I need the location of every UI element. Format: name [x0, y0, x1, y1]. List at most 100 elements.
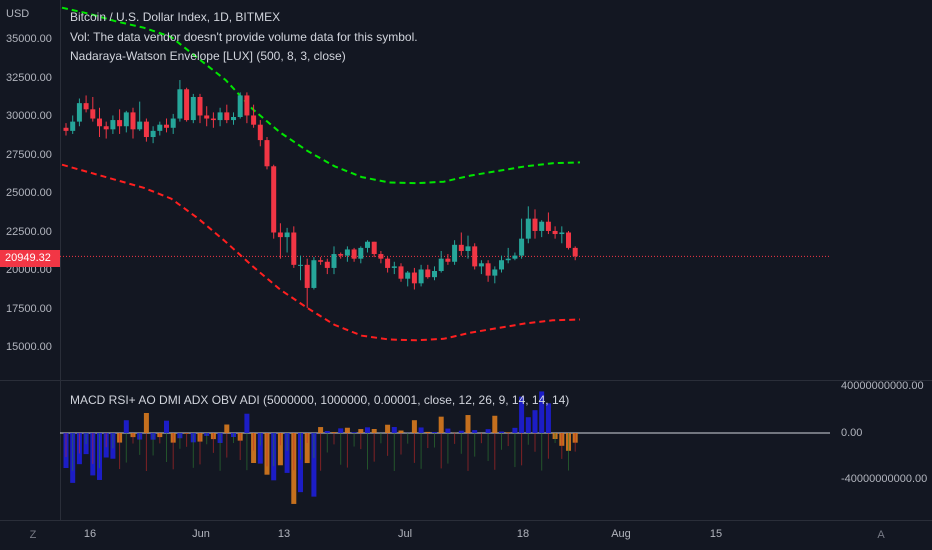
candle-body [572, 247, 578, 257]
candle-body [150, 130, 156, 138]
candle-body [358, 247, 364, 259]
time-axis-tick: 13 [277, 528, 291, 540]
indicator-histogram-bar [331, 432, 337, 433]
indicator-histogram-bar [358, 429, 364, 433]
indicator-histogram-bar [492, 415, 498, 433]
candle-body [545, 221, 551, 231]
indicator-histogram-bar [458, 430, 464, 433]
candle-body [244, 95, 250, 116]
candle-body [411, 272, 417, 284]
timezone-button[interactable]: Z [29, 529, 37, 541]
candle-body [170, 118, 176, 128]
candle-body [311, 260, 317, 288]
indicator-histogram-bar [525, 417, 531, 433]
candle-body [157, 124, 163, 131]
candle-body [539, 221, 545, 231]
candle-body [525, 218, 531, 239]
volume-legend[interactable]: Vol: The data vendor doesn't provide vol… [70, 30, 418, 44]
candle-body [499, 260, 504, 270]
candle-body [465, 246, 471, 251]
indicator-histogram-bar [284, 433, 290, 473]
candle-body [519, 238, 525, 256]
indicator-histogram-bar [499, 431, 504, 433]
indicator-histogram-bar [257, 433, 263, 464]
indicator-histogram-bar [351, 432, 357, 433]
time-axis-tick: 18 [516, 528, 530, 540]
candle-body [378, 254, 384, 259]
indicator-histogram-bar [425, 431, 431, 433]
candle-body [304, 264, 310, 288]
candle-body [559, 232, 565, 235]
pane-divider[interactable] [0, 380, 932, 381]
indicator-histogram-bar [465, 415, 471, 433]
indicator-histogram-bar [438, 416, 444, 433]
price-axis-tick: 17500.00 [6, 302, 52, 315]
candle-body [130, 112, 136, 130]
candle-body [123, 112, 129, 127]
time-axis-tick: Jul [397, 528, 413, 540]
last-price-badge: 20949.32 [0, 250, 60, 267]
candle-body [164, 124, 169, 128]
candle-body [76, 103, 82, 122]
candle-body [217, 112, 223, 121]
candle-body [210, 118, 216, 121]
candle-body [63, 127, 69, 131]
upper-envelope-line [61, 6, 581, 185]
candle-body [318, 260, 324, 262]
auto-scale-button[interactable]: A [877, 529, 885, 541]
indicator-histogram-bar [244, 413, 250, 433]
candle-body [405, 272, 411, 279]
price-axis-tick: 20000.00 [6, 264, 52, 276]
indicator-histogram-bar [298, 433, 303, 493]
candle-body [291, 232, 297, 265]
candle-body [391, 266, 397, 268]
candle-body [103, 126, 109, 130]
indicator-legend[interactable]: MACD RSI+ AO DMI ADX OBV ADI (5000000, 1… [70, 393, 570, 407]
candle-body [331, 254, 337, 268]
candle-body [231, 117, 236, 121]
candle-body [344, 249, 350, 256]
indicator-histogram-bar [418, 427, 424, 433]
indicator-histogram-bar [385, 424, 391, 433]
candle-body [492, 269, 498, 276]
candle-body [512, 255, 518, 259]
candle-body [425, 269, 431, 278]
candle-body [257, 124, 263, 141]
indicator-histogram-bar [539, 391, 545, 433]
candle-body [83, 103, 89, 110]
candle-body [478, 263, 484, 267]
indicator-histogram-bar [485, 429, 491, 433]
candle-body [177, 89, 183, 119]
indicator-histogram-bar [164, 420, 169, 433]
candle-body [532, 218, 538, 231]
indicator-histogram-bar [338, 428, 344, 433]
indicator-histogram-bar [532, 410, 538, 433]
indicator-histogram-bar [519, 396, 525, 433]
candle-body [190, 96, 196, 121]
candle-body [351, 249, 357, 259]
candle-body [445, 258, 451, 262]
candle-body [432, 271, 437, 278]
indicator-histogram-bar [472, 430, 478, 433]
indicator-histogram-bar [311, 433, 317, 497]
time-axis-tick: 16 [83, 528, 97, 540]
candle-body [472, 246, 478, 267]
indicator-histogram-bar [432, 432, 437, 433]
price-axis-tick: 22500.00 [6, 225, 52, 238]
symbol-legend[interactable]: Bitcoin / U.S. Dollar Index, 1D, BITMEX [70, 10, 281, 24]
candle-body [566, 232, 571, 248]
envelope-legend[interactable]: Nadaraya-Watson Envelope [LUX] (500, 8, … [70, 49, 346, 63]
price-axis-tick: 35000.00 [6, 33, 52, 45]
candle-body [110, 120, 116, 130]
candle-body [143, 121, 149, 138]
indicator-axis-tick-zero: 0.00 [841, 427, 863, 439]
candle-body [70, 121, 76, 131]
indicator-histogram-bar [304, 433, 310, 464]
candle-body [458, 244, 464, 251]
indicator-histogram-bar [391, 427, 397, 433]
indicator-histogram-bar [365, 427, 370, 433]
candle-body [197, 96, 203, 116]
candle-body [204, 115, 210, 119]
